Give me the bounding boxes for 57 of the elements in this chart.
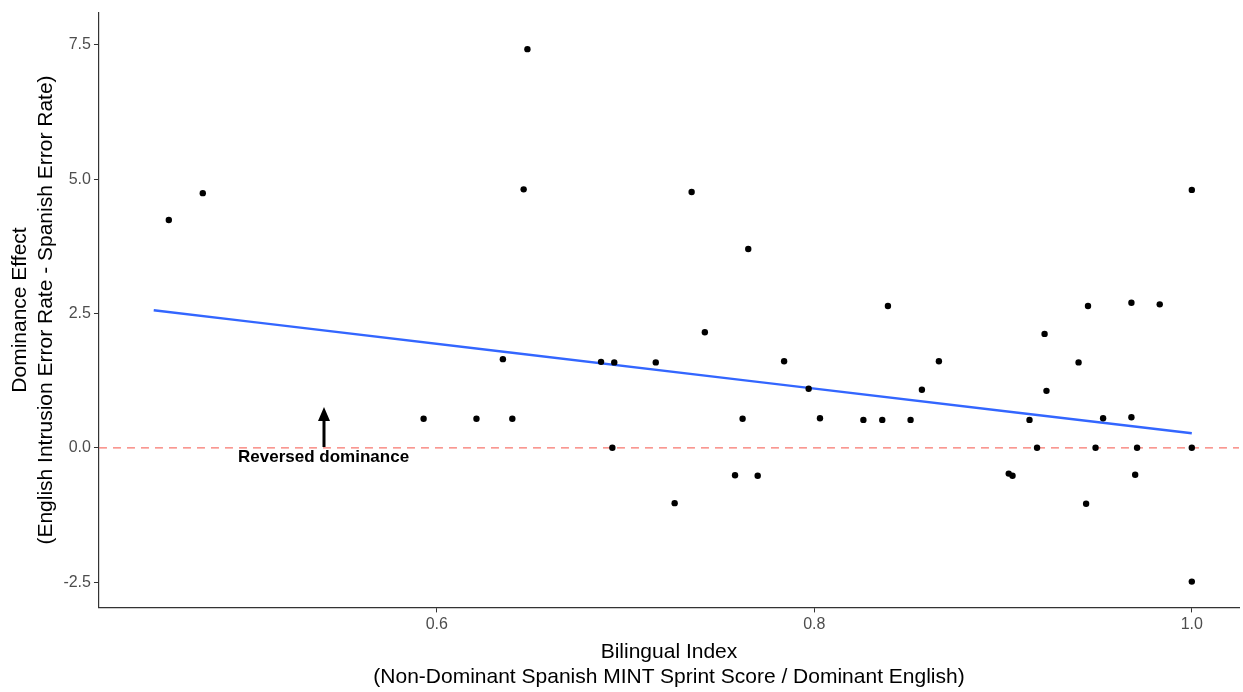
point [879, 416, 886, 424]
point [1156, 301, 1163, 308]
point [701, 329, 709, 336]
point [165, 216, 173, 224]
point [1075, 359, 1082, 366]
point [609, 444, 616, 452]
point [597, 358, 605, 366]
point [1043, 387, 1050, 395]
y-axis-title: Dominance Effect (English Intrusion Error Rate - Spanish Error Rate) [7, 75, 56, 545]
point [754, 472, 761, 479]
y-tick-label: 7.5 [68, 35, 92, 53]
y-tick-label: 0.0 [68, 438, 92, 456]
point [1084, 302, 1092, 310]
y-tick-label: 5.0 [68, 169, 92, 187]
point [1033, 444, 1041, 452]
point [611, 359, 618, 366]
point [1188, 444, 1196, 452]
point [1131, 471, 1139, 478]
x-tick-label: 0.6 [425, 615, 449, 633]
point [499, 355, 507, 363]
point [816, 415, 824, 422]
point [1133, 444, 1141, 452]
point [1188, 578, 1196, 585]
point [805, 385, 812, 392]
point [745, 245, 752, 253]
point [1026, 416, 1033, 424]
point [907, 416, 914, 424]
point [652, 359, 659, 366]
point [420, 415, 427, 423]
y-tick-label: -2.5 [63, 572, 92, 590]
point [1099, 415, 1107, 422]
x-axis-title: Bilingual Index (Non-Dominant Spanish MINT Sprint Score / Dominant English) [373, 639, 965, 688]
point [524, 45, 531, 53]
point [688, 188, 695, 196]
point [199, 189, 206, 197]
point [731, 472, 739, 479]
point [1041, 330, 1048, 338]
annotation: Reversed dominance [238, 447, 410, 467]
point [1128, 413, 1135, 421]
point [739, 415, 746, 423]
point [671, 499, 678, 507]
point [935, 358, 943, 365]
point [884, 302, 892, 310]
point [473, 415, 480, 423]
point [1128, 299, 1135, 306]
point [1082, 500, 1090, 507]
point [918, 386, 926, 393]
point [780, 358, 788, 365]
point [860, 416, 867, 424]
point [520, 186, 527, 193]
point [509, 415, 516, 423]
point [1188, 186, 1196, 194]
point [1092, 444, 1099, 452]
x-tick-label: 1.0 [1180, 615, 1204, 633]
x-tick-label: 0.8 [803, 615, 826, 633]
point [1009, 472, 1016, 479]
y-tick-label: 2.5 [68, 303, 92, 321]
